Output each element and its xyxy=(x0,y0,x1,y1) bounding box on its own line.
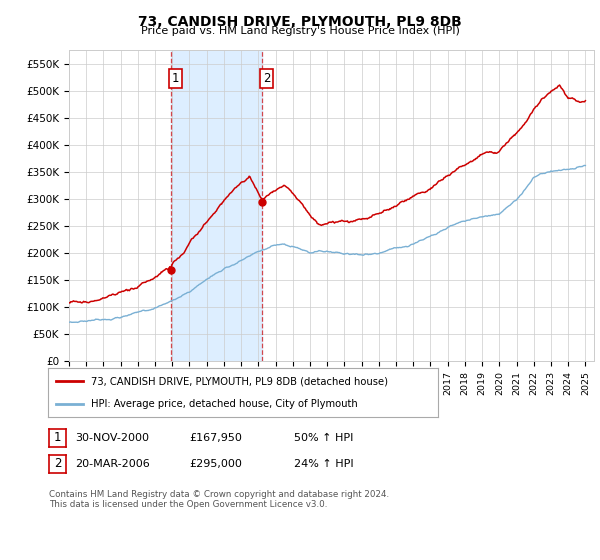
Text: This data is licensed under the Open Government Licence v3.0.: This data is licensed under the Open Gov… xyxy=(49,500,328,508)
Text: Contains HM Land Registry data © Crown copyright and database right 2024.: Contains HM Land Registry data © Crown c… xyxy=(49,490,389,499)
Text: £167,950: £167,950 xyxy=(189,433,242,443)
Text: 73, CANDISH DRIVE, PLYMOUTH, PL9 8DB (detached house): 73, CANDISH DRIVE, PLYMOUTH, PL9 8DB (de… xyxy=(91,376,388,386)
Text: 2: 2 xyxy=(54,457,61,470)
Text: 2: 2 xyxy=(263,72,271,85)
Text: 73, CANDISH DRIVE, PLYMOUTH, PL9 8DB: 73, CANDISH DRIVE, PLYMOUTH, PL9 8DB xyxy=(138,15,462,29)
Text: 1: 1 xyxy=(54,431,61,445)
Text: 20-MAR-2006: 20-MAR-2006 xyxy=(75,459,150,469)
Text: Price paid vs. HM Land Registry's House Price Index (HPI): Price paid vs. HM Land Registry's House … xyxy=(140,26,460,36)
Text: 30-NOV-2000: 30-NOV-2000 xyxy=(75,433,149,443)
Text: HPI: Average price, detached house, City of Plymouth: HPI: Average price, detached house, City… xyxy=(91,399,358,409)
Text: 50% ↑ HPI: 50% ↑ HPI xyxy=(294,433,353,443)
Text: 24% ↑ HPI: 24% ↑ HPI xyxy=(294,459,353,469)
Text: 1: 1 xyxy=(172,72,179,85)
Text: £295,000: £295,000 xyxy=(189,459,242,469)
Bar xyxy=(171,50,262,361)
